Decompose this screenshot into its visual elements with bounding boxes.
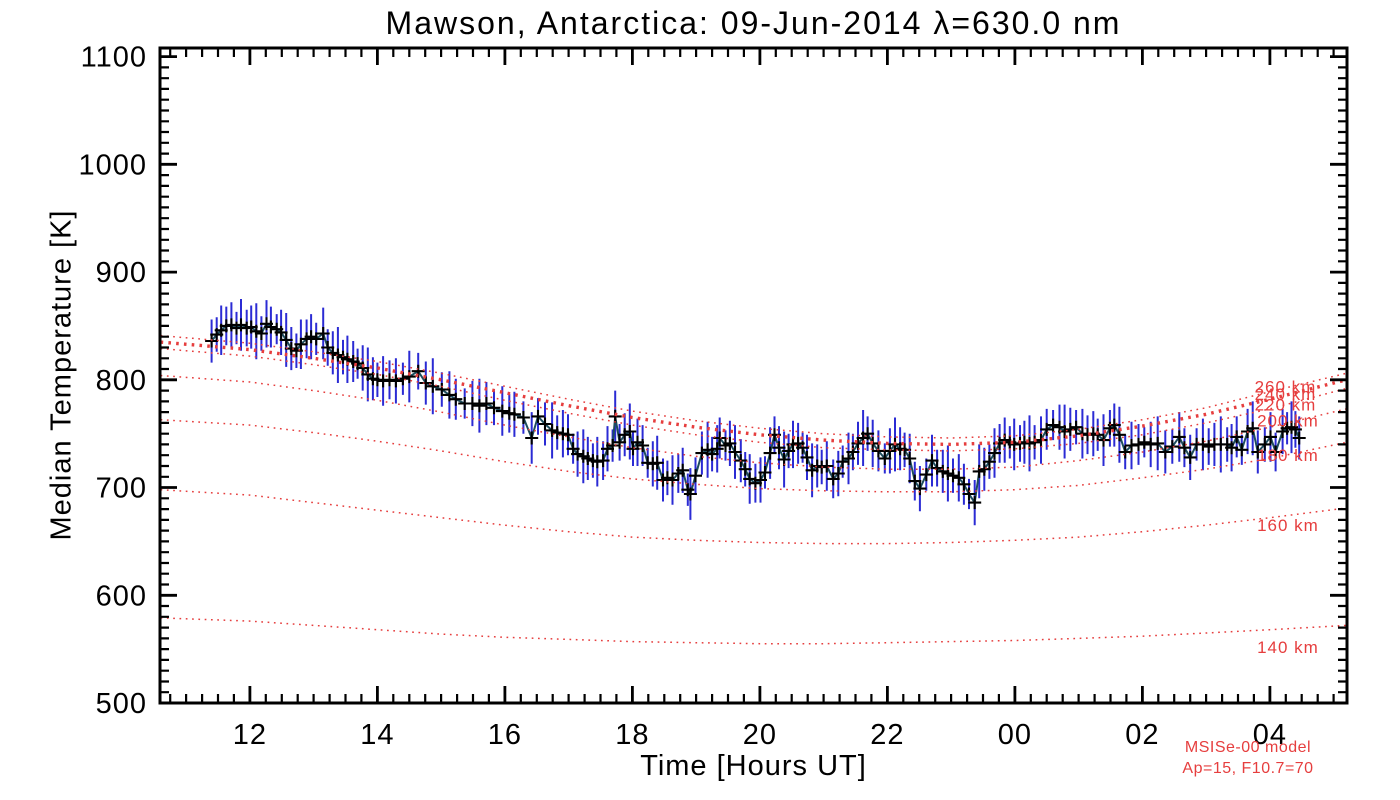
data-series bbox=[205, 299, 1306, 526]
svg-text:12: 12 bbox=[233, 719, 267, 751]
svg-text:02: 02 bbox=[1125, 719, 1159, 751]
axes bbox=[158, 46, 1349, 705]
svg-text:200 km: 200 km bbox=[1257, 412, 1319, 431]
chart-title: Mawson, Antarctica: 09-Jun-2014 λ=630.0 … bbox=[385, 5, 1122, 41]
svg-text:240 km: 240 km bbox=[1255, 385, 1317, 404]
svg-text:1000: 1000 bbox=[78, 149, 147, 181]
svg-text:220 km: 220 km bbox=[1255, 396, 1317, 415]
model-curves bbox=[161, 334, 1346, 645]
svg-text:180 km: 180 km bbox=[1257, 446, 1319, 465]
svg-text:500: 500 bbox=[96, 688, 147, 720]
tick-labels: 12 14 16 18 20 22 00 02 04 500 600 700 800 900 1000 110… bbox=[78, 42, 1287, 751]
x-axis-title: Time [Hours UT] bbox=[640, 750, 867, 782]
svg-text:04: 04 bbox=[1253, 719, 1287, 751]
svg-text:700: 700 bbox=[96, 473, 147, 505]
svg-text:1100: 1100 bbox=[81, 42, 147, 74]
error-bars bbox=[210, 299, 1301, 526]
svg-text:900: 900 bbox=[96, 257, 147, 289]
model-annotation-line2: Ap=15, F10.7=70 bbox=[1182, 760, 1314, 777]
data-markers bbox=[205, 317, 1306, 510]
svg-text:800: 800 bbox=[96, 365, 147, 397]
model-annotation: MSISe-00 model Ap=15, F10.7=70 bbox=[1128, 737, 1368, 779]
svg-text:20: 20 bbox=[743, 719, 777, 751]
svg-text:260 km: 260 km bbox=[1255, 377, 1317, 396]
svg-text:600: 600 bbox=[96, 580, 147, 612]
svg-text:160 km: 160 km bbox=[1257, 516, 1319, 535]
svg-text:14: 14 bbox=[360, 719, 394, 751]
model-annotation-line1: MSISe-00 model bbox=[1184, 739, 1312, 756]
svg-text:00: 00 bbox=[998, 719, 1032, 751]
svg-text:16: 16 bbox=[488, 719, 522, 751]
y-axis-title: Median Temperature [K] bbox=[45, 209, 78, 541]
svg-text:22: 22 bbox=[870, 719, 904, 751]
svg-text:18: 18 bbox=[615, 719, 649, 751]
svg-text:140 km: 140 km bbox=[1257, 638, 1319, 657]
